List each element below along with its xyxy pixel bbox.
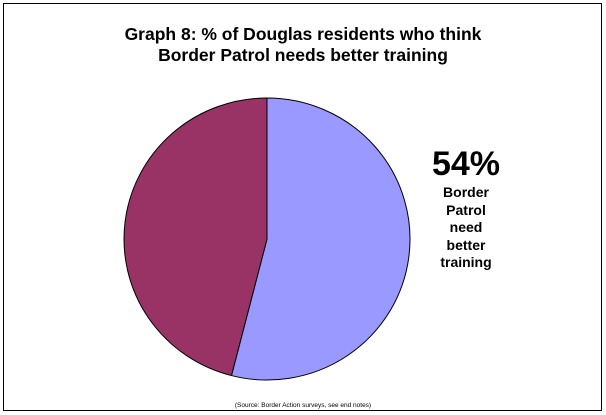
chart-title-line-1: Graph 8: % of Douglas residents who thin…	[124, 24, 482, 44]
pie-slice-2	[123, 97, 268, 377]
chart-frame	[3, 3, 602, 411]
chart-title-line-2: Border Patrol needs better training	[158, 45, 448, 65]
callout: 54% Border Patrol need better training	[411, 144, 521, 272]
source-note: (Source: Border Action surveys, see end …	[234, 402, 372, 409]
callout-value: 54%	[431, 145, 501, 183]
callout-text: Border Patrol need better training	[440, 184, 492, 270]
chart-title: Graph 8: % of Douglas residents who thin…	[0, 24, 606, 66]
pie-slice-1	[230, 97, 411, 381]
